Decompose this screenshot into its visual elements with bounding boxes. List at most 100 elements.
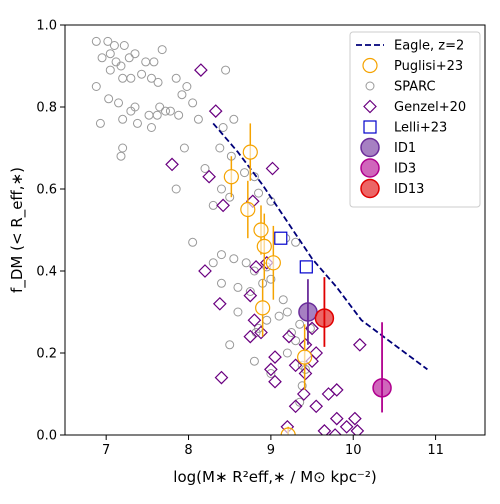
legend-item-puglisi-23: Puglisi+23 [362,57,463,74]
puglisi-point [223,169,239,185]
legend-item-id1: ID1 [360,137,416,158]
legend-marker [362,57,378,74]
sparc-point [229,114,239,124]
sparc-point [160,106,170,116]
puglisi-point [280,427,296,435]
y-tick-label: 0.2 [36,347,57,362]
genzel-point [212,296,227,311]
genzel-point [268,350,282,364]
sparc-point [174,110,184,120]
genzel-point [352,337,367,352]
legend-label: ID3 [394,162,416,177]
puglisi-point [256,238,272,254]
sparc-point [274,311,284,321]
id3-point [372,378,392,398]
y-tick-label: 1.0 [36,19,57,34]
legend-item-sparc: SPARC [365,80,436,95]
genzel-point [247,313,262,328]
genzel-point [282,329,296,344]
sparc-point [95,118,105,128]
legend-label: ID13 [394,182,424,197]
sparc-point [249,356,259,366]
sparc-point [104,94,114,104]
sparc-point [254,188,264,198]
sparc-point [126,73,136,83]
sparc-point [245,287,255,296]
sparc-point [103,36,113,46]
genzel-point [265,161,280,176]
genzel-point [328,428,342,435]
sparc-point [179,143,189,153]
genzel-point [329,411,344,426]
genzel-point [298,366,313,381]
legend-label: Puglisi+23 [394,59,463,74]
puglisi-point [255,300,271,316]
legend-label: SPARC [394,80,436,95]
id13-point [314,308,335,328]
sparc-point [152,110,162,120]
sparc-point [266,369,276,378]
sparc-point [177,90,187,100]
genzel-point [202,169,216,184]
puglisi-point [253,222,269,238]
lelli-point [299,260,313,274]
sparc-point [132,118,142,128]
sparc-point [208,258,218,268]
genzel-point [216,198,230,213]
genzel-point [296,387,311,401]
sparc-point [146,123,156,132]
genzel-point [254,325,268,340]
y-axis-label: f_DM (< R_eff,∗) [8,167,27,293]
sparc-point [229,254,239,264]
x-tick-label: 10 [345,443,362,458]
puglisi-point [297,349,313,365]
genzel-point [288,399,303,414]
sparc-point [188,98,198,108]
sparc-point [216,278,226,288]
sparc-point [188,237,198,247]
legend-marker [360,178,380,199]
sparc-point [200,164,210,173]
legend-item-lelli-23: Lelli+23 [363,120,447,136]
sparc-point [216,250,226,260]
sparc-point [118,143,128,153]
genzel-point [329,383,344,397]
genzel-point [194,63,208,77]
genzel-point [208,104,223,118]
genzel-point [243,288,258,303]
legend-item-id13: ID13 [360,178,424,199]
sparc-point [105,65,115,75]
sparc-point [118,114,128,124]
sparc-point [278,295,288,305]
genzel-point [288,358,303,373]
legend-marker [365,81,375,91]
sparc-point [116,61,126,71]
sparc-point [282,307,292,317]
eagle-line [212,122,428,371]
sparc-point [225,192,235,202]
sparc-point [146,73,156,83]
y-tick-label: 0.8 [36,101,57,116]
x-tick-label: 9 [267,443,275,458]
lelli-point [274,231,288,245]
x-tick-label: 7 [102,443,110,458]
sparc-point [137,69,147,79]
legend-marker [360,137,380,158]
genzel-point [339,419,354,434]
id1-point [298,302,318,322]
sparc-point [149,57,159,67]
y-tick-label: 0.0 [36,429,57,444]
sparc-point [91,82,101,91]
puglisi-point [265,255,281,271]
legend-item-genzel-20: Genzel+20 [363,99,466,115]
sparc-point [300,364,310,374]
x-axis-label: log(M∗ R²eff,∗ / M⊙ kpc⁻²) [173,468,376,486]
axes: 7 8 9 10 11 0.0 0.2 0.4 0.6 0.8 1.0 log(M∗ R²eff,∗ … [8,19,444,487]
genzel-point [309,399,324,414]
sparc-point [282,348,292,358]
sparc-point [215,143,225,153]
sparc-point [91,36,101,46]
sparc-point [225,340,235,350]
sparc-point [130,102,140,112]
